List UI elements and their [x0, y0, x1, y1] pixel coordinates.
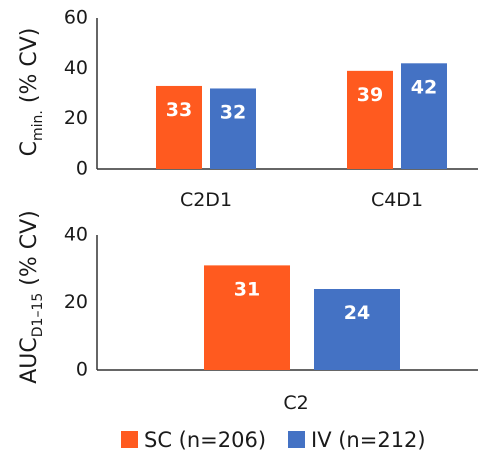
top-data-label-sc-c2d1: 33	[166, 99, 192, 121]
legend-label-iv: IV (n=212)	[311, 428, 426, 452]
top-y-axis-label-main: C	[17, 141, 42, 156]
bottom-y-tick-label: 20	[64, 291, 88, 313]
top-y-axis-label-sub: min.	[30, 110, 46, 141]
bottom-y-tick-label: 0	[76, 359, 88, 381]
bottom-y-axis-label: AUCD1–15 (% CV)	[17, 210, 46, 384]
top-y-tick-label: 0	[76, 158, 88, 180]
top-data-label-iv-c2d1: 32	[220, 101, 246, 123]
top-y-tick-label: 20	[64, 107, 88, 129]
top-bar-iv-c2d1	[210, 88, 256, 169]
bottom-y-axis-label-suffix: (% CV)	[17, 210, 42, 292]
bottom-bar-iv-c2	[314, 289, 400, 370]
top-bar-sc-c4d1	[347, 70, 393, 169]
top-category-label-c4d1: C4D1	[371, 189, 423, 211]
top-data-label-sc-c4d1: 39	[357, 84, 383, 106]
legend: SC (n=206) IV (n=212)	[121, 428, 426, 452]
top-data-label-iv-c4d1: 42	[411, 76, 437, 98]
bottom-category-label-c2: C2	[283, 392, 308, 414]
bottom-data-label-sc-c2: 31	[234, 278, 260, 300]
top-chart: 0 20 40 60 33 32 39 42 C2D1 C4D1 Cmin. (…	[17, 7, 478, 211]
top-category-label-c2d1: C2D1	[180, 189, 232, 211]
bottom-data-label-iv-c2: 24	[344, 302, 370, 324]
top-bar-iv-c4d1	[401, 63, 447, 169]
top-y-axis-label-suffix: (% CV)	[17, 28, 42, 110]
bottom-y-axis-label-main: AUC	[17, 337, 42, 384]
legend-swatch-sc	[121, 431, 138, 448]
bottom-y-axis-label-sub: D1–15	[30, 293, 46, 338]
legend-label-sc: SC (n=206)	[144, 428, 266, 452]
legend-swatch-iv	[288, 431, 305, 448]
top-bar-sc-c2d1	[156, 85, 202, 169]
bottom-chart: 0 20 40 31 24 C2 AUCD1–15 (% CV)	[17, 210, 478, 414]
top-y-tick-label: 40	[64, 57, 88, 79]
bottom-y-tick-label: 40	[64, 224, 88, 246]
top-y-axis-label: Cmin. (% CV)	[17, 28, 46, 157]
bottom-bar-sc-c2	[204, 265, 290, 370]
top-y-tick-label: 60	[64, 7, 88, 29]
